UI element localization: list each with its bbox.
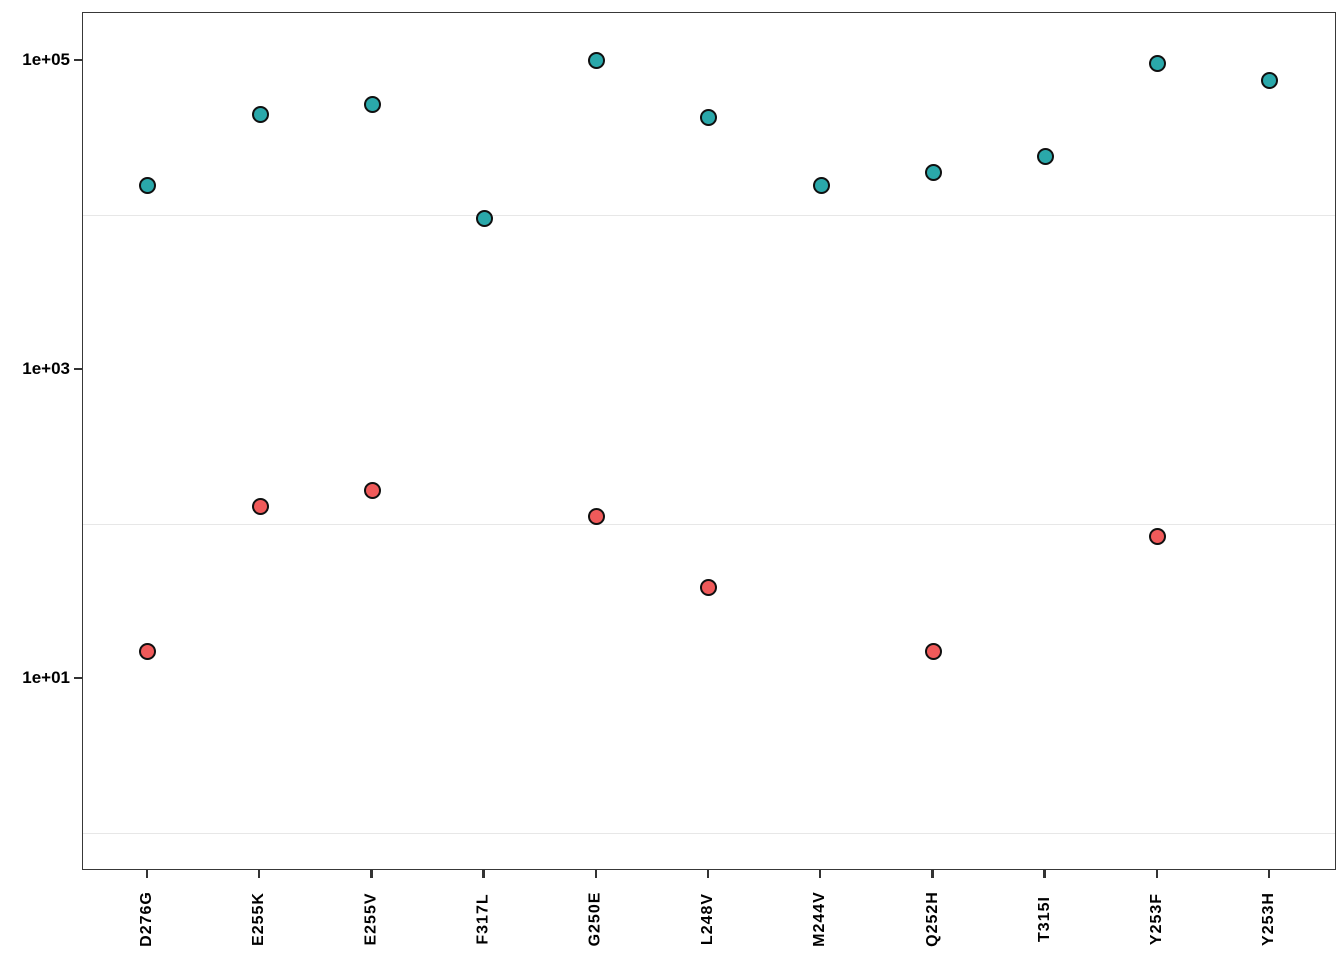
minor-gridline	[83, 214, 1335, 217]
y-axis-tick-mark	[74, 367, 82, 371]
plot-panel	[82, 12, 1336, 870]
x-axis-tick-label-E255K: E255K	[214, 882, 304, 956]
x-axis-tick-label-F317L: F317L	[439, 882, 529, 956]
x-axis-tick-label-text: M244V	[811, 891, 829, 947]
x-axis-tick-label-text: E255V	[362, 892, 380, 946]
y-axis-tick-label: 1e+05	[22, 50, 70, 69]
x-axis-tick-mark	[594, 870, 597, 878]
data-point-red-D276G	[139, 643, 157, 661]
x-axis-tick-label-Y253H: Y253H	[1224, 882, 1314, 956]
x-axis-tick-label-text: L248V	[698, 892, 716, 946]
y-axis-tick-label: 1e+01	[22, 668, 70, 687]
minor-gridline	[83, 832, 1335, 835]
data-point-red-E255V	[363, 482, 381, 500]
data-point-red-G250E	[588, 508, 606, 526]
x-axis-tick-mark	[1043, 870, 1046, 878]
data-point-teal-L248V	[700, 109, 718, 127]
data-point-teal-E255K	[251, 105, 269, 123]
x-axis-tick-label-text: D276G	[137, 891, 155, 947]
x-axis-tick-label-text: Q252H	[923, 891, 941, 947]
x-axis-tick-mark	[258, 870, 261, 878]
data-point-teal-M244V	[812, 176, 830, 194]
data-point-teal-T315I	[1037, 148, 1054, 166]
x-axis-tick-label-Y253F: Y253F	[1112, 882, 1202, 956]
x-axis-tick-mark	[1267, 870, 1271, 878]
x-axis-tick-label-text: F317L	[474, 893, 492, 945]
x-axis-tick-mark	[706, 870, 710, 878]
data-point-teal-D276G	[139, 177, 157, 195]
x-axis-tick-mark	[145, 870, 149, 878]
data-point-red-E255K	[251, 498, 269, 516]
x-axis-tick-label-Q252H: Q252H	[887, 882, 977, 956]
data-point-red-Q252H	[924, 643, 942, 661]
x-axis-tick-label-text: G250E	[586, 891, 604, 947]
x-axis-tick-label-text: E255K	[250, 892, 268, 946]
x-axis-tick-mark	[370, 870, 373, 878]
x-axis-tick-label-L248V: L248V	[663, 882, 753, 956]
minor-gridline	[83, 523, 1335, 526]
x-axis-tick-mark	[931, 870, 934, 878]
data-point-teal-G250E	[588, 52, 606, 70]
y-axis-tick-mark	[74, 58, 82, 62]
x-axis-tick-label-text: T315I	[1035, 896, 1053, 942]
y-axis-tick-mark	[74, 676, 82, 680]
x-axis-tick-label-text: Y253F	[1147, 892, 1165, 946]
x-axis-tick-mark	[1155, 870, 1158, 878]
data-point-teal-Q252H	[924, 163, 942, 181]
x-axis-tick-mark	[482, 870, 485, 878]
data-point-red-L248V	[700, 579, 718, 597]
x-axis-tick-label-T315I: T315I	[1000, 882, 1090, 956]
x-axis-tick-label-E255V: E255V	[326, 882, 416, 956]
data-point-red-Y253F	[1149, 527, 1167, 545]
x-axis-tick-label-M244V: M244V	[775, 882, 865, 956]
data-point-teal-Y253H	[1261, 71, 1279, 89]
x-axis-tick-label-G250E: G250E	[551, 882, 641, 956]
y-axis-tick-label: 1e+03	[22, 359, 70, 378]
x-axis-tick-mark	[819, 870, 822, 878]
x-axis-tick-label-D276G: D276G	[102, 882, 192, 956]
data-point-teal-F317L	[476, 209, 493, 227]
x-axis-tick-label-text: Y253H	[1259, 892, 1277, 946]
data-point-teal-E255V	[363, 96, 381, 114]
data-point-teal-Y253F	[1149, 55, 1167, 73]
